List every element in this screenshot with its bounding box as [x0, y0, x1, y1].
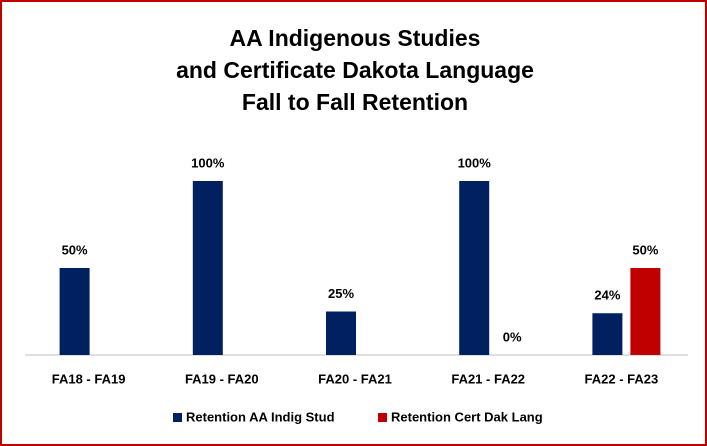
value-label: 25% — [328, 286, 354, 301]
legend-swatch — [378, 413, 387, 422]
bar — [459, 181, 490, 355]
legend-label: Retention Cert Dak Lang — [391, 409, 543, 424]
value-label: 100% — [191, 155, 225, 170]
bar — [592, 313, 623, 355]
x-tick-label: FA22 - FA23 — [585, 371, 659, 386]
value-label: 24% — [594, 288, 620, 303]
bar — [326, 311, 356, 355]
legend-label: Retention AA Indig Stud — [186, 409, 335, 424]
chart-title: AA Indigenous Studies — [230, 25, 481, 51]
chart-title: and Certificate Dakota Language — [176, 57, 534, 83]
bar — [630, 268, 661, 355]
value-label: 100% — [458, 155, 492, 170]
bar — [192, 181, 223, 355]
value-label: 0% — [503, 329, 522, 344]
x-tick-label: FA20 - FA21 — [318, 371, 392, 386]
bar — [59, 268, 90, 355]
legend-swatch — [173, 413, 182, 422]
value-label: 50% — [62, 242, 88, 257]
x-tick-label: FA18 - FA19 — [52, 371, 126, 386]
chart-title: Fall to Fall Retention — [242, 89, 468, 115]
x-tick-label: FA21 - FA22 — [451, 371, 525, 386]
value-label: 50% — [632, 242, 658, 257]
x-tick-label: FA19 - FA20 — [185, 371, 259, 386]
